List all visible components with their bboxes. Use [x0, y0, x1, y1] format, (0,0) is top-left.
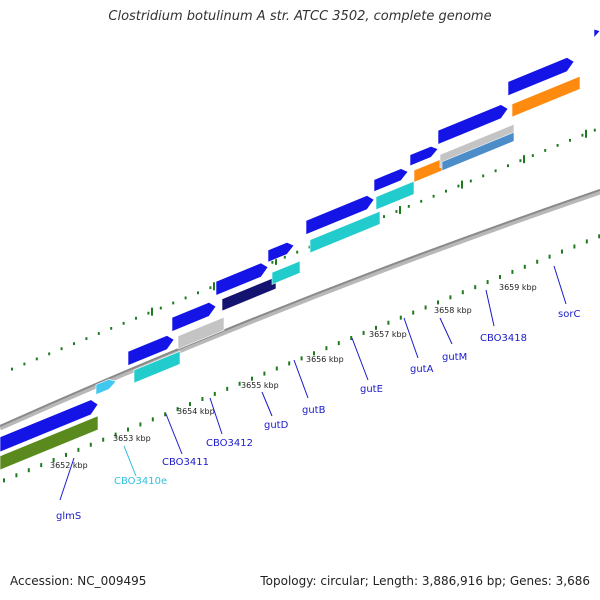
tick-label: 3652 kbp: [50, 461, 88, 470]
gene-feature: [592, 28, 600, 40]
gene-feature: [0, 415, 99, 471]
gene-feature: [507, 57, 575, 97]
gene-label: glmS: [56, 511, 81, 522]
gene-feature: [309, 210, 381, 254]
gene-feature: [267, 242, 295, 263]
gene-label-leader: [261, 391, 273, 417]
tick-label: 3658 kbp: [434, 306, 472, 315]
tick-label: 3655 kbp: [241, 381, 279, 390]
backbone-arc: [0, 189, 600, 431]
gene-label: gutE: [360, 384, 383, 395]
gene-label-leader: [553, 265, 567, 305]
gene-label-leader: [209, 397, 223, 435]
gene-feature: [305, 195, 375, 235]
genome-summary: Topology: circular; Length: 3,886,916 bp…: [260, 574, 590, 588]
gene-label: gutB: [302, 405, 326, 416]
tick-label: 3653 kbp: [113, 434, 151, 443]
gene-label: CBO3412: [206, 438, 253, 449]
gene-feature: [373, 168, 409, 193]
gene-feature: [0, 399, 99, 453]
tick-label: 3657 kbp: [369, 330, 407, 339]
gene-label: sorC: [558, 309, 580, 320]
gene-feature: [437, 104, 509, 145]
gene-feature: [133, 350, 181, 384]
accession-text: Accession: NC_009495: [10, 574, 147, 588]
gene-label: CBO3418: [480, 333, 527, 344]
gene-feature: [409, 145, 439, 167]
gene-label: gutM: [442, 352, 467, 363]
backbone-arc-edge: [0, 189, 600, 427]
gene-label-leader: [293, 359, 309, 399]
tick-label: 3659 kbp: [499, 283, 537, 292]
tick-label: 3654 kbp: [177, 407, 215, 416]
gene-feature: [511, 75, 581, 118]
gene-label-leader: [439, 317, 453, 345]
gene-label-leader: [403, 317, 419, 359]
gene-feature: [441, 131, 515, 172]
gene-feature: [127, 335, 175, 366]
map-title: Clostridium botulinum A str. ATCC 3502, …: [108, 9, 492, 24]
gene-label: gutA: [410, 364, 434, 375]
gene-label: CBO3410e: [114, 476, 167, 487]
gene-feature: [177, 316, 225, 350]
gene-label-leader: [165, 413, 183, 455]
gene-label-leader: [485, 289, 495, 327]
gene-label: gutD: [264, 420, 289, 431]
gene-label-leader: [59, 457, 75, 501]
gene-label: CBO3411: [162, 457, 209, 468]
gene-feature: [215, 262, 269, 296]
tick-label: 3656 kbp: [306, 355, 344, 364]
gene-label-leader: [123, 445, 137, 477]
gene-feature: [271, 260, 301, 285]
gene-feature: [171, 301, 217, 332]
gene-label-leader: [351, 337, 369, 381]
gene-feature: [95, 378, 117, 396]
